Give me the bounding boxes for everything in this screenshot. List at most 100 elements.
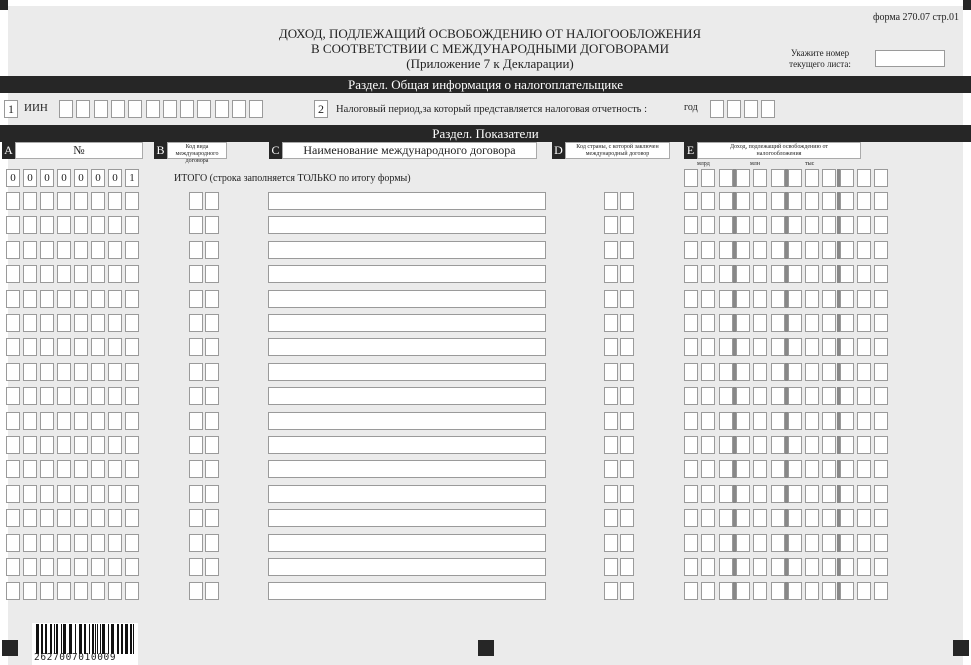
country-code-cell[interactable] bbox=[604, 265, 618, 284]
income-cell[interactable] bbox=[839, 265, 854, 284]
treaty-type-cell[interactable] bbox=[205, 192, 219, 210]
income-cell[interactable] bbox=[735, 533, 750, 552]
income-cell[interactable] bbox=[735, 460, 750, 479]
country-code-cell[interactable] bbox=[604, 362, 618, 381]
row-number-cell[interactable] bbox=[40, 387, 54, 406]
income-cell[interactable] bbox=[787, 582, 802, 601]
income-cell[interactable] bbox=[805, 558, 820, 576]
row-number-cell[interactable] bbox=[125, 411, 139, 430]
row-number-cell[interactable] bbox=[74, 533, 88, 552]
income-cell[interactable] bbox=[787, 460, 802, 479]
income-cell[interactable] bbox=[874, 558, 889, 576]
row-number-cell[interactable] bbox=[74, 460, 88, 479]
income-cell[interactable] bbox=[718, 338, 733, 357]
income-cell[interactable] bbox=[822, 362, 837, 381]
income-cell[interactable] bbox=[770, 265, 785, 284]
treaty-type-cell[interactable] bbox=[205, 216, 219, 235]
income-cell[interactable] bbox=[770, 362, 785, 381]
income-cell[interactable] bbox=[822, 558, 837, 576]
income-cell[interactable] bbox=[857, 216, 871, 235]
income-cell[interactable] bbox=[684, 484, 698, 503]
row-number-cell[interactable] bbox=[125, 436, 139, 454]
iin-digit-cell[interactable] bbox=[76, 100, 91, 118]
treaty-type-cell[interactable] bbox=[189, 436, 203, 454]
row-number-cell[interactable] bbox=[108, 533, 122, 552]
row-number-cell[interactable] bbox=[6, 192, 20, 210]
income-cell[interactable] bbox=[822, 460, 837, 479]
income-cell[interactable] bbox=[839, 362, 854, 381]
country-code-cell[interactable] bbox=[604, 192, 618, 210]
row-number-cell[interactable] bbox=[23, 582, 37, 601]
income-cell[interactable] bbox=[735, 338, 750, 357]
country-code-cell[interactable] bbox=[620, 338, 634, 357]
treaty-type-cell[interactable] bbox=[205, 558, 219, 576]
row-number-cell[interactable] bbox=[57, 216, 71, 235]
country-code-cell[interactable] bbox=[604, 436, 618, 454]
row-number-cell[interactable] bbox=[91, 240, 105, 259]
treaty-type-cell[interactable] bbox=[189, 509, 203, 528]
row-number-cell[interactable] bbox=[91, 582, 105, 601]
row-number-cell[interactable] bbox=[40, 411, 54, 430]
treaty-type-cell[interactable] bbox=[189, 411, 203, 430]
country-code-cell[interactable] bbox=[604, 289, 618, 308]
row-number-cell[interactable] bbox=[40, 265, 54, 284]
row-number-cell[interactable] bbox=[57, 509, 71, 528]
income-cell[interactable] bbox=[822, 240, 837, 259]
treaty-name-input[interactable] bbox=[268, 289, 546, 308]
income-cell[interactable] bbox=[770, 289, 785, 308]
income-cell[interactable] bbox=[735, 509, 750, 528]
income-cell[interactable] bbox=[718, 558, 733, 576]
income-cell[interactable] bbox=[735, 411, 750, 430]
row-number-cell[interactable] bbox=[23, 509, 37, 528]
row-number-cell[interactable] bbox=[91, 387, 105, 406]
income-cell[interactable] bbox=[753, 216, 768, 235]
income-cell[interactable] bbox=[874, 387, 889, 406]
iin-digit-cell[interactable] bbox=[110, 100, 125, 118]
income-cell[interactable] bbox=[718, 582, 733, 601]
country-code-cell[interactable] bbox=[620, 362, 634, 381]
income-cell[interactable] bbox=[701, 240, 716, 259]
iin-digit-cell[interactable] bbox=[249, 100, 264, 118]
income-cell[interactable] bbox=[718, 216, 733, 235]
treaty-name-input[interactable] bbox=[268, 460, 546, 479]
treaty-name-input[interactable] bbox=[268, 240, 546, 259]
treaty-name-input[interactable] bbox=[268, 411, 546, 430]
iin-digit-cell[interactable] bbox=[162, 100, 177, 118]
year-digit-cell[interactable] bbox=[744, 100, 758, 118]
income-cell[interactable] bbox=[684, 411, 698, 430]
country-code-cell[interactable] bbox=[620, 411, 634, 430]
income-cell[interactable] bbox=[857, 558, 871, 576]
treaty-type-cell[interactable] bbox=[205, 362, 219, 381]
income-cell[interactable] bbox=[839, 387, 854, 406]
row-number-cell[interactable] bbox=[74, 411, 88, 430]
row-number-cell[interactable] bbox=[74, 484, 88, 503]
row-number-cell[interactable] bbox=[57, 411, 71, 430]
income-cell[interactable] bbox=[701, 460, 716, 479]
row-number-cell[interactable] bbox=[23, 216, 37, 235]
income-cell[interactable] bbox=[701, 558, 716, 576]
row-number-cell[interactable] bbox=[74, 387, 88, 406]
treaty-type-cell[interactable] bbox=[189, 240, 203, 259]
country-code-cell[interactable] bbox=[604, 314, 618, 332]
income-cell[interactable] bbox=[805, 436, 820, 454]
treaty-type-cell[interactable] bbox=[205, 289, 219, 308]
income-cell[interactable] bbox=[770, 216, 785, 235]
treaty-name-input[interactable] bbox=[268, 216, 546, 235]
total-income-cell[interactable] bbox=[684, 169, 698, 187]
income-cell[interactable] bbox=[718, 289, 733, 308]
row-number-cell[interactable] bbox=[6, 436, 20, 454]
country-code-cell[interactable] bbox=[620, 265, 634, 284]
year-digit-cell[interactable] bbox=[727, 100, 741, 118]
treaty-type-cell[interactable] bbox=[189, 265, 203, 284]
income-cell[interactable] bbox=[735, 582, 750, 601]
row-number-cell[interactable] bbox=[23, 289, 37, 308]
income-cell[interactable] bbox=[753, 558, 768, 576]
income-cell[interactable] bbox=[787, 362, 802, 381]
income-cell[interactable] bbox=[684, 533, 698, 552]
treaty-type-cell[interactable] bbox=[189, 387, 203, 406]
income-cell[interactable] bbox=[839, 484, 854, 503]
row-number-cell[interactable] bbox=[23, 314, 37, 332]
income-cell[interactable] bbox=[805, 265, 820, 284]
treaty-name-input[interactable] bbox=[268, 362, 546, 381]
row-number-cell[interactable] bbox=[108, 387, 122, 406]
